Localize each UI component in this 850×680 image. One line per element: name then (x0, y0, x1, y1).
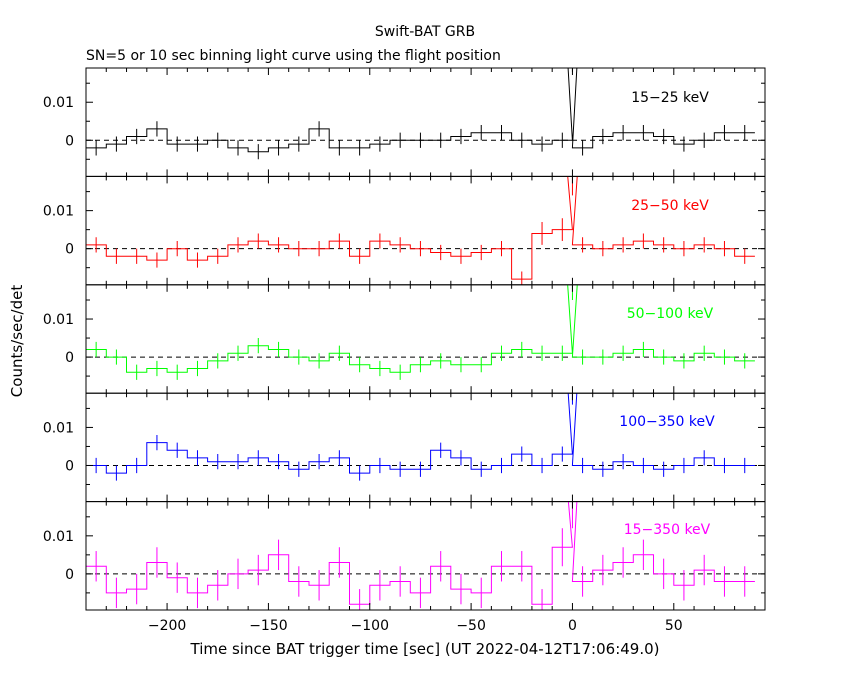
step-line (86, 176, 755, 280)
x-tick-labels: −200 −150 −100 −50 0 50 (148, 618, 683, 634)
chart-title: Swift-BAT GRB (375, 24, 475, 40)
band-label: 15−25 keV (631, 90, 709, 106)
y-tick-label: 0 (65, 567, 74, 583)
y-tick-label: 0.01 (43, 95, 74, 111)
panel-frame (85, 284, 766, 394)
x-tick-label: −50 (456, 618, 486, 634)
y-tick-label: 0 (65, 133, 74, 149)
x-tick-label: −150 (249, 618, 287, 634)
panel-frame (85, 175, 766, 286)
panel-4: 0 0.01 100−350 keV (43, 392, 766, 503)
y-tick-label: 0 (65, 350, 74, 366)
x-axis-label: Time since BAT trigger time [sec] (UT 20… (190, 640, 660, 658)
series-1 (86, 68, 755, 160)
step-line (86, 393, 755, 474)
y-axis-label: Counts/sec/det (8, 285, 26, 398)
panel-5: 0 0.01 15−350 keV (43, 501, 766, 611)
band-label: 15−350 keV (624, 522, 711, 538)
x-tick-label: −100 (351, 618, 389, 634)
y-tick-label: 0.01 (43, 420, 74, 436)
series-3 (86, 284, 755, 380)
step-line (86, 284, 755, 373)
series-2 (86, 176, 755, 285)
chart-subtitle: SN=5 or 10 sec binning light curve using… (86, 48, 501, 64)
x-tick-label: −200 (148, 618, 186, 634)
y-tick-label: 0.01 (43, 204, 74, 220)
y-tick-label: 0 (65, 242, 74, 258)
band-label: 100−350 keV (619, 414, 715, 430)
panel-frame (85, 67, 766, 177)
x-tick-label: 0 (568, 618, 577, 634)
panel-3: 0 0.01 50−100 keV (43, 284, 766, 394)
panels-group: 0 0.01 15−25 keV 0 0.01 25−50 keV 0 0.01 50−100 … (43, 67, 766, 611)
series-4 (86, 393, 755, 481)
y-tick-label: 0.01 (43, 312, 74, 328)
band-label: 50−100 keV (627, 306, 714, 322)
panel-frame (85, 501, 766, 611)
panel-frame (85, 392, 766, 503)
panel-1: 0 0.01 15−25 keV (43, 67, 766, 177)
series-5 (86, 501, 755, 611)
panel-2: 0 0.01 25−50 keV (43, 175, 766, 286)
y-tick-label: 0.01 (43, 529, 74, 545)
x-tick-label: 50 (665, 618, 683, 634)
step-line (86, 68, 755, 153)
y-tick-label: 0 (65, 458, 74, 474)
band-label: 25−50 keV (631, 198, 709, 214)
